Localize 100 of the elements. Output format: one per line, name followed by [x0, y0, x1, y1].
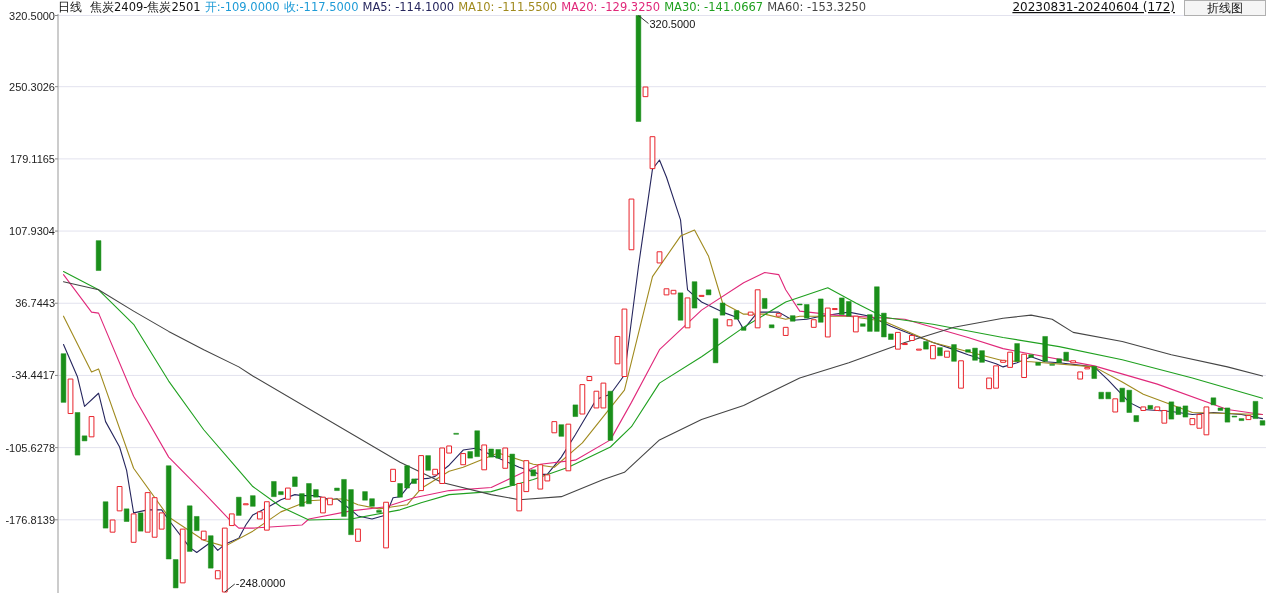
candlestick — [95, 240, 102, 271]
candlestick — [138, 512, 144, 532]
candlestick — [769, 324, 775, 329]
candlestick — [1042, 336, 1048, 362]
candlestick — [530, 469, 536, 477]
annotation: 折线图 — [1207, 1, 1243, 15]
annotation: -248.0000 — [235, 576, 286, 589]
candlestick — [775, 313, 782, 317]
candlestick — [1028, 354, 1034, 358]
candlestick — [726, 319, 733, 327]
candlestick — [818, 298, 824, 323]
candlestick — [1084, 366, 1091, 370]
candlestick — [200, 530, 207, 541]
y-tick-label: 179.1165 — [9, 152, 55, 165]
candlestick — [116, 486, 123, 512]
candlestick — [355, 528, 361, 542]
candlestick — [733, 310, 740, 320]
candlestick — [937, 347, 943, 356]
candlestick — [712, 318, 719, 364]
candlestick — [208, 535, 214, 569]
candlestick — [1077, 371, 1084, 380]
candlestick — [376, 510, 382, 513]
annotation: 320.5000 — [649, 17, 696, 30]
text: MA20: -129.3250 — [561, 0, 661, 14]
candlestick — [425, 455, 431, 471]
candlestick — [236, 496, 242, 516]
text: MA60: -153.3250 — [767, 0, 867, 14]
chart-subtitle: 日线 — [58, 0, 82, 14]
line-series — [62, 159, 1264, 553]
candlestick — [1133, 415, 1139, 422]
candlestick — [656, 251, 663, 264]
text: 开:-109.0000 — [204, 0, 280, 14]
candlestick — [951, 344, 957, 362]
candlestick — [179, 528, 186, 584]
candlestick — [579, 384, 586, 415]
candlestick — [1147, 405, 1153, 410]
candlestick — [642, 86, 649, 98]
text: MA30: -141.0667 — [664, 0, 764, 14]
candlestick — [698, 294, 705, 297]
candlestick — [1140, 406, 1147, 411]
candlestick — [1252, 401, 1259, 419]
text: MA5: -114.1000 — [362, 0, 455, 14]
candlestick — [228, 513, 235, 527]
text: 20230831-20240604 (172) — [1012, 0, 1175, 14]
candlestick — [1210, 397, 1217, 406]
candlestick — [558, 424, 564, 437]
candlestick — [958, 360, 964, 389]
candlestick — [572, 404, 578, 417]
candlestick — [944, 350, 950, 358]
button: 折线图 — [1184, 0, 1266, 16]
candlestick — [790, 315, 796, 322]
candlestick — [284, 487, 291, 500]
candlestick — [635, 15, 642, 122]
y-tick-label: -176.8139 — [5, 513, 55, 526]
candlestick — [852, 315, 859, 333]
candlestick — [292, 476, 298, 487]
candlestick — [1091, 366, 1097, 379]
candlestick — [923, 341, 929, 350]
candlestick — [810, 319, 817, 328]
candlestick — [1112, 398, 1119, 413]
candlestick — [418, 455, 424, 492]
candlestick — [628, 198, 635, 251]
candlestick — [481, 444, 488, 471]
y-tick-label: 320.5000 — [9, 9, 55, 22]
candlestick — [509, 453, 515, 486]
chart-title: 焦炭2409-焦炭2501 — [90, 0, 201, 14]
candlestick — [383, 501, 389, 549]
candlestick — [551, 421, 558, 434]
y-tick-label: -34.4417 — [11, 369, 55, 382]
y-tick-label: 250.3026 — [9, 80, 55, 93]
candlestick — [691, 281, 698, 309]
candlestick — [909, 334, 915, 342]
candlestick — [250, 495, 256, 507]
y-tick-label: -105.6278 — [5, 441, 55, 454]
candlestick — [719, 302, 726, 316]
candlestick — [930, 345, 936, 360]
candlestick — [649, 136, 656, 170]
candlestick — [242, 503, 249, 506]
candlestick — [565, 423, 572, 472]
candlestick — [102, 501, 109, 529]
candlestick — [502, 447, 509, 469]
candlestick — [705, 289, 712, 296]
text: MA10: -111.5500 — [458, 0, 558, 14]
candlestick — [1014, 343, 1020, 362]
candlestick — [741, 327, 747, 331]
text: 收:-117.5000 — [283, 0, 359, 14]
candlestick — [88, 416, 95, 438]
candlestick — [1238, 418, 1245, 421]
candlestick — [677, 292, 684, 321]
candlestick — [684, 297, 691, 329]
candlestick — [123, 508, 130, 522]
candlestick — [67, 378, 74, 415]
candlestick — [1259, 420, 1266, 426]
candlestick — [1070, 360, 1077, 364]
candlestick — [586, 376, 593, 382]
candlestick — [782, 326, 789, 336]
candlestick — [109, 519, 116, 533]
candlestick — [130, 513, 137, 543]
candlestick — [916, 348, 922, 351]
candlestick — [1021, 353, 1027, 379]
